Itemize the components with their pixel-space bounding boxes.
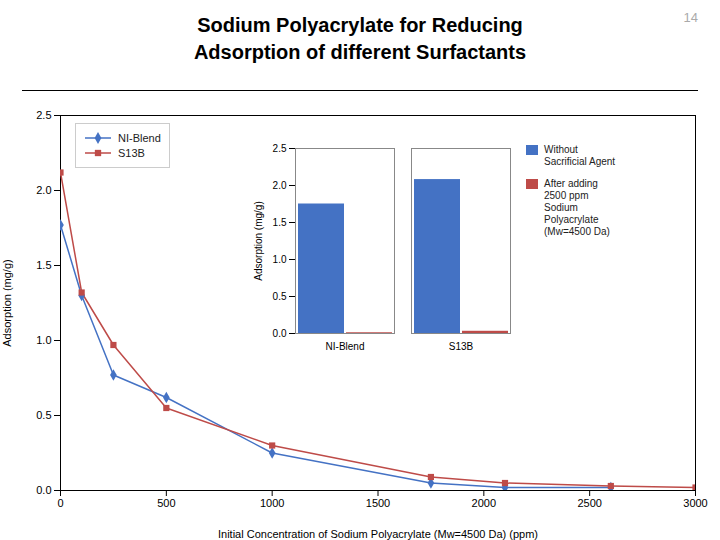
svg-text:0.5: 0.5 [273,291,287,302]
svg-text:500: 500 [157,497,175,509]
svg-text:S13B: S13B [449,341,474,352]
svg-text:Initial Concentration of Sodiu: Initial Concentration of Sodium Polyacry… [218,528,538,540]
svg-text:2.5: 2.5 [36,109,51,121]
html-text:Without Sacrificial Agent: Without Sacrificial Agent [544,144,616,167]
svg-text:2.0: 2.0 [273,180,287,191]
svg-text:2.0: 2.0 [36,184,51,196]
svg-text:1000: 1000 [260,497,284,509]
svg-text:1.5: 1.5 [36,259,51,271]
svg-text:0.5: 0.5 [36,409,51,421]
svg-text:1.0: 1.0 [273,254,287,265]
svg-text:2000: 2000 [472,497,496,509]
svg-text:1.5: 1.5 [273,217,287,228]
svg-text:Adsorption (mg/g): Adsorption (mg/g) [1,259,13,346]
svg-text:3000: 3000 [683,497,707,509]
svg-text:0: 0 [57,497,63,509]
svg-text:2.5: 2.5 [273,143,287,154]
svg-text:Adsorption (mg/g): Adsorption (mg/g) [253,201,264,280]
svg-text:0.0: 0.0 [36,484,51,496]
html-text:S13B: S13B [118,147,145,159]
html-text:NI-Blend: NI-Blend [118,132,161,144]
html-text:Sodium Polyacrylate for Reduci: Sodium Polyacrylate for Reducing Adsorpt… [193,14,527,63]
html-text:14: 14 [683,10,698,25]
svg-text:0.0: 0.0 [273,328,287,339]
svg-text:NI-Blend: NI-Blend [326,341,365,352]
html-text:After adding 2500 ppm Sodium P: After adding 2500 ppm Sodium Polyacrylat… [544,178,610,237]
svg-text:2500: 2500 [577,497,601,509]
svg-text:1.0: 1.0 [36,334,51,346]
svg-text:1500: 1500 [366,497,390,509]
